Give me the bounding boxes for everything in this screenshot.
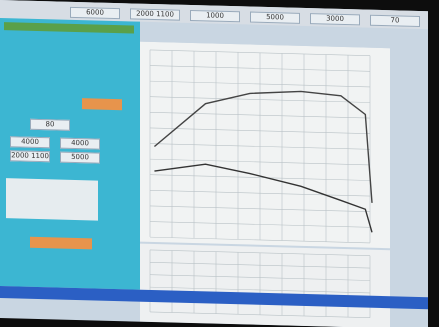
field: 4000 [60, 138, 100, 150]
panel-header [4, 22, 134, 33]
button[interactable] [30, 237, 92, 250]
field: 3000 [310, 13, 360, 25]
field: 2000 1100 [10, 150, 50, 162]
chart-area [140, 42, 390, 327]
text-box [6, 178, 98, 220]
plot-background [140, 42, 390, 249]
field: 4000 [10, 136, 50, 148]
left-panel: 80 4000 4000 2000 1100 5000 [0, 18, 140, 290]
field: 6000 [70, 7, 120, 19]
button[interactable] [82, 98, 122, 110]
field: 2000 1100 [130, 8, 180, 20]
field: 80 [30, 119, 70, 131]
field: 1000 [190, 10, 240, 22]
field: 5000 [250, 12, 300, 24]
field: 5000 [60, 152, 100, 164]
photo: 6000 2000 1100 1000 5000 3000 70 80 4000 4000 20… [0, 0, 439, 327]
screen: 6000 2000 1100 1000 5000 3000 70 80 4000 4000 20… [0, 0, 428, 327]
field: 70 [370, 15, 420, 27]
lower-plot [140, 244, 390, 327]
